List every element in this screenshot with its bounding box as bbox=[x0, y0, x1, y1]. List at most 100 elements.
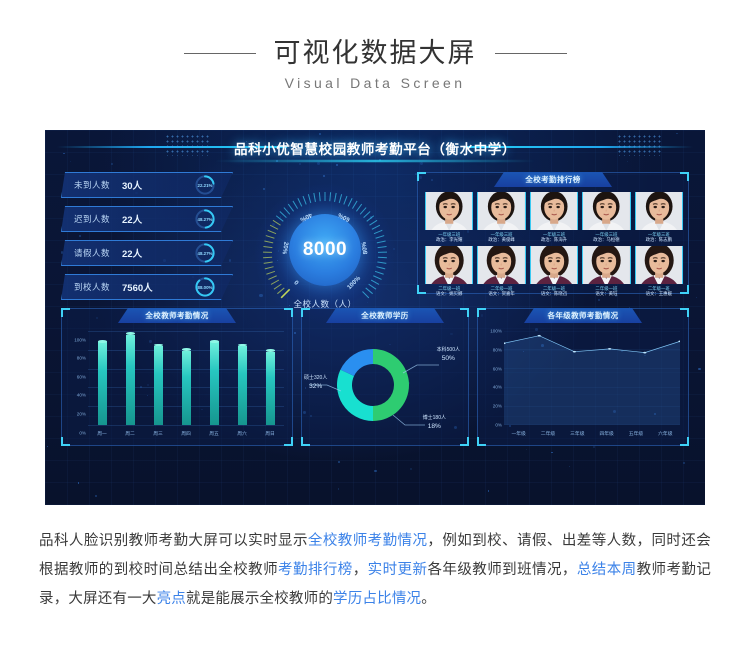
line-point[interactable] bbox=[572, 350, 576, 353]
bar-chart-title: 全校教师考勤情况 bbox=[118, 308, 236, 323]
bar-column[interactable] bbox=[181, 331, 191, 425]
ranking-item[interactable]: 二年级一班 语文：姚贝娜 bbox=[425, 246, 474, 296]
bar-x-tick: 周二 bbox=[125, 431, 135, 437]
ranking-item[interactable]: 一年级三班 政治：陈海升 bbox=[529, 192, 579, 243]
donut-label-bachelor: 本科500人 50% bbox=[436, 347, 460, 362]
stat-card-2[interactable]: 迟到人数 22人 48.27% bbox=[61, 206, 233, 232]
stat-card-progress-ring: 48.27% bbox=[194, 242, 216, 264]
line-point[interactable] bbox=[678, 340, 680, 343]
corner-bottom-right bbox=[284, 437, 293, 446]
ranking-item[interactable]: 一年级三班 政治：李光耀 bbox=[425, 192, 474, 242]
ranking-item[interactable]: 二年级一班 语文：贺嘉年 bbox=[477, 246, 526, 297]
stat-card-list: 未到人数 30人 22.21% 迟到人数 22人 48.27% 请假人数 22人 48.27% 到… bbox=[61, 172, 233, 308]
donut-slice[interactable] bbox=[340, 349, 373, 377]
ranking-panel-title: 全校考勤排行榜 bbox=[494, 172, 612, 187]
background-dot bbox=[338, 460, 341, 463]
teacher-photo bbox=[529, 246, 579, 285]
line-y-tick: 20% bbox=[492, 403, 502, 409]
bar-y-tick: 0% bbox=[79, 430, 86, 436]
line-point[interactable] bbox=[504, 342, 506, 345]
bar-y-tick: 80% bbox=[76, 355, 86, 361]
teacher-education-donut-panel: 全校教师学历 本科500人 50% 硕士320人 32% 博士180人 18% bbox=[301, 308, 469, 446]
bar-column[interactable] bbox=[125, 331, 135, 425]
background-dot bbox=[78, 482, 80, 484]
line-y-tick: 0% bbox=[495, 422, 502, 428]
page-title-cn: 可视化数据大屏 bbox=[273, 37, 477, 68]
line-y-tick: 80% bbox=[492, 347, 502, 353]
stat-card-4[interactable]: 到校人数 7560人 88.00% bbox=[61, 274, 233, 300]
donut-slice[interactable] bbox=[337, 369, 373, 421]
teacher-caption: 一年级三班 政治：黄俊峰 bbox=[477, 232, 525, 243]
gauge-ticks bbox=[263, 192, 387, 299]
teacher-class: 二年级一班 bbox=[595, 285, 618, 291]
teacher-name: 语文：黄钰 bbox=[595, 291, 618, 297]
teacher-class: 一年级三班 bbox=[595, 231, 618, 237]
line-point[interactable] bbox=[643, 351, 647, 354]
corner-bottom-left bbox=[61, 437, 70, 446]
bar bbox=[97, 339, 107, 425]
background-dot bbox=[698, 368, 701, 371]
bar-gridline bbox=[88, 331, 284, 332]
bar-x-axis: 周一 周二 周三 周四 周五 周六 周日 bbox=[88, 427, 284, 439]
donut-slice[interactable] bbox=[373, 349, 409, 421]
bar-series bbox=[88, 331, 284, 425]
line-y-tick: 100% bbox=[490, 328, 502, 334]
description-text: ，例如到校、请假、出差等人数，同时还会根据教师的到校时间总结出全校教师 bbox=[39, 533, 711, 578]
background-dot bbox=[550, 451, 553, 454]
teacher-caption: 二年级一班 语文：陈晓迅 bbox=[530, 286, 578, 297]
stat-card-3[interactable]: 请假人数 22人 48.27% bbox=[61, 240, 233, 266]
attendance-ranking-panel: 全校考勤排行榜 一年级三班 政治：李光耀 一年级三班 政治：黄俊峰 一年级三班 政治：陈海… bbox=[417, 172, 689, 297]
stat-card-percent: 48.27% bbox=[197, 250, 213, 256]
line-x-axis: 一年级 二年级 三年级 四年级 五年级 六年级 bbox=[504, 427, 680, 439]
line-y-axis: 100% 80% 60% 40% 20% 0% bbox=[482, 328, 502, 428]
stat-card-1[interactable]: 未到人数 30人 22.21% bbox=[61, 172, 233, 198]
ranking-item[interactable]: 二年级一班 语文：王惠媛 bbox=[634, 246, 683, 296]
ranking-item[interactable]: 一年级三班 政治：黄俊峰 bbox=[477, 192, 526, 243]
bar bbox=[237, 343, 247, 425]
ranking-item[interactable]: 二年级一班 语文：黄钰 bbox=[582, 246, 631, 297]
stat-card-label: 未到人数 bbox=[74, 180, 111, 190]
donut-chart-area: 本科500人 50% 硕士320人 32% 博士180人 18% bbox=[302, 329, 468, 441]
line-y-tick: 40% bbox=[492, 384, 502, 390]
stat-card-percent: 48.27% bbox=[197, 216, 213, 222]
line-point[interactable] bbox=[537, 334, 541, 337]
background-dot bbox=[593, 446, 596, 449]
background-dot bbox=[683, 462, 686, 465]
teacher-photo bbox=[582, 192, 631, 230]
ranking-item[interactable]: 一年级三班 政治：马桓德 bbox=[582, 192, 631, 242]
line-point[interactable] bbox=[608, 348, 612, 350]
background-dot bbox=[94, 494, 97, 497]
bar-y-tick: 100% bbox=[74, 337, 86, 343]
description-paragraph: 品科人脸识别教师考勤大屏可以实时显示全校教师考勤情况，例如到校、请假、出差等人数… bbox=[39, 527, 711, 614]
bar-column[interactable] bbox=[97, 331, 107, 425]
stat-card-percent: 88.00% bbox=[197, 284, 213, 290]
teacher-photo bbox=[582, 246, 631, 285]
ranking-item[interactable]: 一年级三班 政治：陈志鹏 bbox=[634, 192, 683, 243]
stat-card-label: 迟到人数 bbox=[74, 214, 111, 224]
bar-x-tick: 周一 bbox=[97, 431, 107, 437]
ranking-item[interactable]: 二年级一班 语文：陈晓迅 bbox=[529, 246, 579, 297]
corner-bottom-right bbox=[680, 437, 689, 446]
bar-column[interactable] bbox=[153, 331, 163, 425]
teacher-caption: 一年级三班 政治：陈志鹏 bbox=[635, 232, 683, 243]
donut-leader-line bbox=[392, 414, 425, 426]
line-points bbox=[504, 334, 680, 354]
bar-column[interactable] bbox=[265, 331, 275, 425]
description-text: 就是能展示全校教师的 bbox=[186, 591, 334, 607]
description-text: 教师考勤记录，大屏还有一大 bbox=[39, 562, 712, 607]
bar-column[interactable] bbox=[237, 331, 247, 425]
background-dot bbox=[374, 469, 377, 473]
line-x-tick: 二年级 bbox=[540, 431, 556, 437]
gauge-value: 8000 bbox=[302, 239, 348, 260]
teacher-photo bbox=[425, 192, 474, 230]
teacher-photo bbox=[425, 246, 474, 285]
bar-x-tick: 周三 bbox=[153, 431, 163, 437]
line-svg bbox=[504, 331, 680, 425]
teacher-caption: 二年级一班 语文：贺嘉年 bbox=[477, 286, 525, 297]
background-dot bbox=[487, 490, 490, 493]
bar-column[interactable] bbox=[209, 331, 219, 425]
teacher-caption: 一年级三班 政治：陈海升 bbox=[530, 232, 578, 243]
description-highlight: 学历占比情况 bbox=[333, 591, 422, 607]
corner-top-left bbox=[61, 308, 70, 317]
heading-rule-right bbox=[494, 53, 567, 54]
